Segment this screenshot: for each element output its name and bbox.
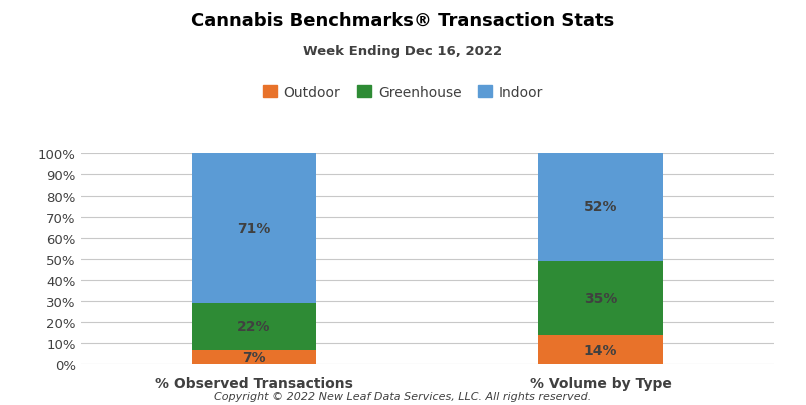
Text: Copyright © 2022 New Leaf Data Services, LLC. All rights reserved.: Copyright © 2022 New Leaf Data Services,… [214,391,592,401]
Text: Cannabis Benchmarks® Transaction Stats: Cannabis Benchmarks® Transaction Stats [191,12,615,30]
Text: 52%: 52% [584,200,617,213]
Bar [538,152,663,261]
Text: 14%: 14% [584,343,617,357]
Text: Week Ending Dec 16, 2022: Week Ending Dec 16, 2022 [303,45,503,58]
Bar [192,154,316,303]
Text: 22%: 22% [237,320,271,334]
Text: 7%: 7% [242,350,266,364]
Bar [192,303,316,350]
Bar [538,335,663,364]
Bar [538,261,663,335]
Text: 71%: 71% [237,222,271,236]
Legend: Outdoor, Greenhouse, Indoor: Outdoor, Greenhouse, Indoor [257,80,549,105]
Bar [192,350,316,364]
Text: 35%: 35% [584,291,617,305]
